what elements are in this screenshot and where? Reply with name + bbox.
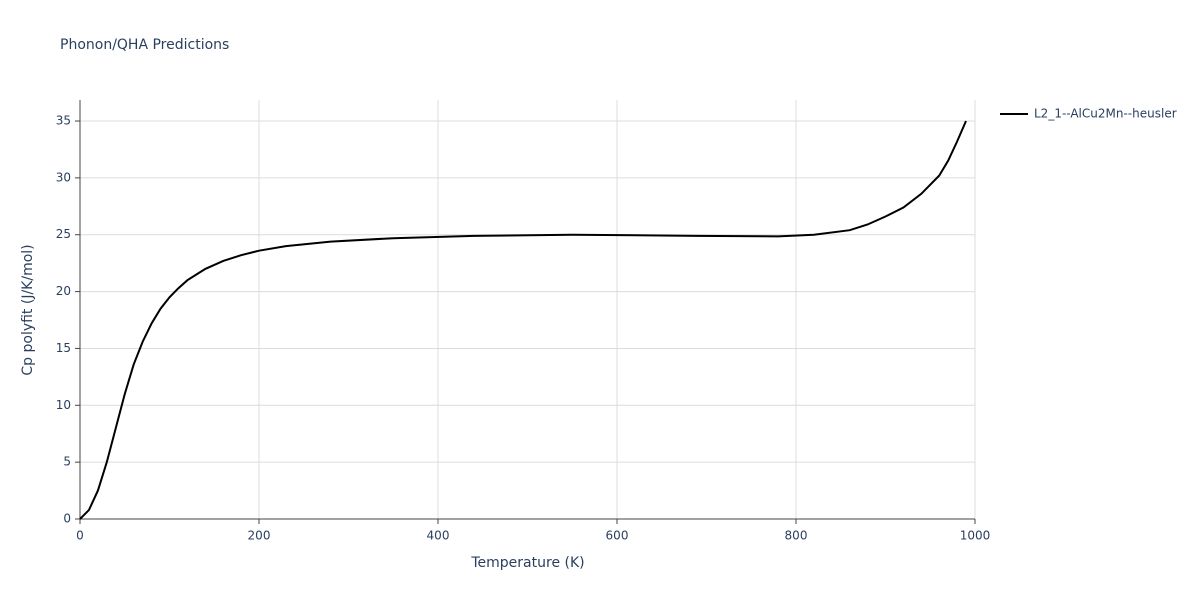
x-tick-label: 400 xyxy=(427,529,450,543)
y-tick-label: 10 xyxy=(56,398,71,412)
y-axis-label: Cp polyfit (J/K/mol) xyxy=(20,244,36,375)
y-tick-label: 20 xyxy=(56,284,71,298)
x-tick-label: 600 xyxy=(606,529,629,543)
y-tick-label: 15 xyxy=(56,341,71,355)
y-tick-label: 25 xyxy=(56,227,71,241)
y-tick-label: 30 xyxy=(56,170,71,184)
x-tick-label: 800 xyxy=(785,529,808,543)
legend-label[interactable]: L2_1--AlCu2Mn--heusler xyxy=(1034,107,1177,121)
y-tick-label: 35 xyxy=(56,114,71,128)
x-axis-label: Temperature (K) xyxy=(470,555,584,571)
series-line xyxy=(79,120,967,520)
x-tick-label: 200 xyxy=(248,529,271,543)
y-tick-label: 0 xyxy=(63,512,71,526)
chart-title: Phonon/QHA Predictions xyxy=(60,37,229,53)
x-tick-label: 1000 xyxy=(960,529,991,543)
x-tick-label: 0 xyxy=(76,529,84,543)
y-tick-label: 5 xyxy=(63,455,71,469)
